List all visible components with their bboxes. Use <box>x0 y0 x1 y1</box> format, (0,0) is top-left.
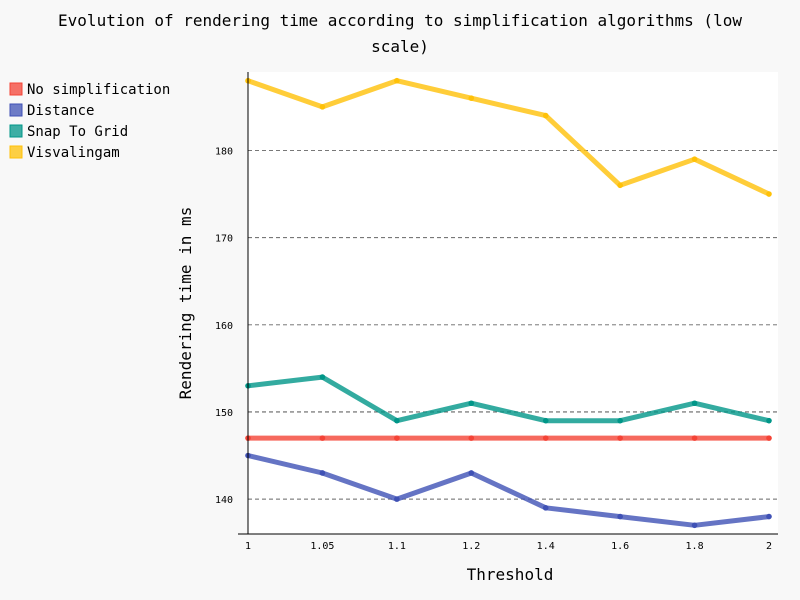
series-snap-to-grid <box>245 374 772 424</box>
series-distance <box>245 452 772 529</box>
data-point-snap-to-grid-1 <box>319 374 326 380</box>
x-tick-label-1-05: 1.05 <box>310 541 334 552</box>
data-point-distance-7 <box>766 513 772 520</box>
data-point-snap-to-grid-3 <box>468 400 475 407</box>
x-tick-label-1-1: 1.1 <box>388 541 406 552</box>
y-tick-label-180: 180 <box>215 146 233 157</box>
data-point-distance-1 <box>319 470 326 476</box>
plot-background <box>248 72 778 534</box>
legend-item-snap-to-grid[interactable]: Snap To Grid <box>9 124 128 140</box>
legend-label-distance: Distance <box>27 103 94 119</box>
x-tick-label-1-2: 1.2 <box>462 541 480 552</box>
x-tick-label-1-8: 1.8 <box>686 541 704 552</box>
data-point-no-simplification-2 <box>394 435 400 441</box>
data-point-distance-3 <box>468 470 475 476</box>
data-point-visvalingam-1 <box>319 104 326 110</box>
data-point-snap-to-grid-6 <box>691 400 698 407</box>
legend-item-distance[interactable]: Distance <box>9 103 94 119</box>
y-tick-label-140: 140 <box>215 495 233 506</box>
data-point-visvalingam-7 <box>766 191 772 197</box>
data-point-distance-4 <box>542 505 549 511</box>
data-point-distance-5 <box>617 513 623 520</box>
chart-title-line1: Evolution of rendering time according to… <box>58 11 742 30</box>
x-axis-title: Threshold <box>467 565 554 584</box>
legend-swatch-snap-to-grid <box>9 124 23 138</box>
y-tick-label-160: 160 <box>215 321 233 332</box>
x-tick-label-2: 2 <box>766 541 772 552</box>
y-axis-title: Rendering time in ms <box>176 207 195 400</box>
grid-lines <box>248 150 778 500</box>
data-point-visvalingam-6 <box>691 156 698 162</box>
series-no-simplification <box>245 435 772 441</box>
legend-swatch-visvalingam <box>9 145 23 159</box>
data-point-snap-to-grid-4 <box>542 417 549 424</box>
y-tick-label-150: 150 <box>215 408 233 419</box>
data-point-no-simplification-3 <box>468 435 475 441</box>
y-tick-label-170: 170 <box>215 234 233 245</box>
chart-title-line2: scale) <box>371 37 429 56</box>
data-point-no-simplification-1 <box>319 435 326 441</box>
data-point-no-simplification-5 <box>617 435 623 441</box>
legend-item-visvalingam[interactable]: Visvalingam <box>9 145 120 161</box>
legend-swatch-no-simplification <box>9 82 23 96</box>
data-point-no-simplification-4 <box>542 435 549 441</box>
data-point-visvalingam-5 <box>617 182 623 189</box>
data-point-no-simplification-6 <box>691 435 698 441</box>
series-lines <box>245 77 772 529</box>
data-point-snap-to-grid-2 <box>394 417 400 424</box>
series-line-visvalingam <box>245 78 772 197</box>
legend-label-visvalingam: Visvalingam <box>27 145 120 161</box>
legend-label-no-simplification: No simplification <box>27 82 170 98</box>
data-point-no-simplification-7 <box>766 435 772 441</box>
series-line-snap-to-grid <box>245 374 772 424</box>
legend-label-snap-to-grid: Snap To Grid <box>27 124 128 140</box>
data-point-visvalingam-4 <box>542 112 549 119</box>
x-tick-label-1-4: 1.4 <box>537 541 555 552</box>
data-point-visvalingam-2 <box>394 77 400 84</box>
x-tick-label-1-6: 1.6 <box>611 541 629 552</box>
data-point-snap-to-grid-7 <box>766 417 772 424</box>
data-point-snap-to-grid-5 <box>617 417 623 424</box>
legend-swatch-distance <box>9 103 23 117</box>
legend-item-no-simplification[interactable]: No simplification <box>9 82 170 98</box>
data-point-distance-2 <box>394 496 400 502</box>
legend[interactable]: No simplification Distance Snap To Grid Vis… <box>9 82 170 161</box>
data-point-visvalingam-3 <box>468 95 475 101</box>
x-tick-label-1: 1 <box>245 541 251 552</box>
data-point-distance-6 <box>691 522 698 529</box>
axes: 140 150 160 170 180 1 1.05 1.1 1.2 1.4 1.6 1.8 2 <box>215 72 778 552</box>
series-line-distance <box>245 453 772 528</box>
